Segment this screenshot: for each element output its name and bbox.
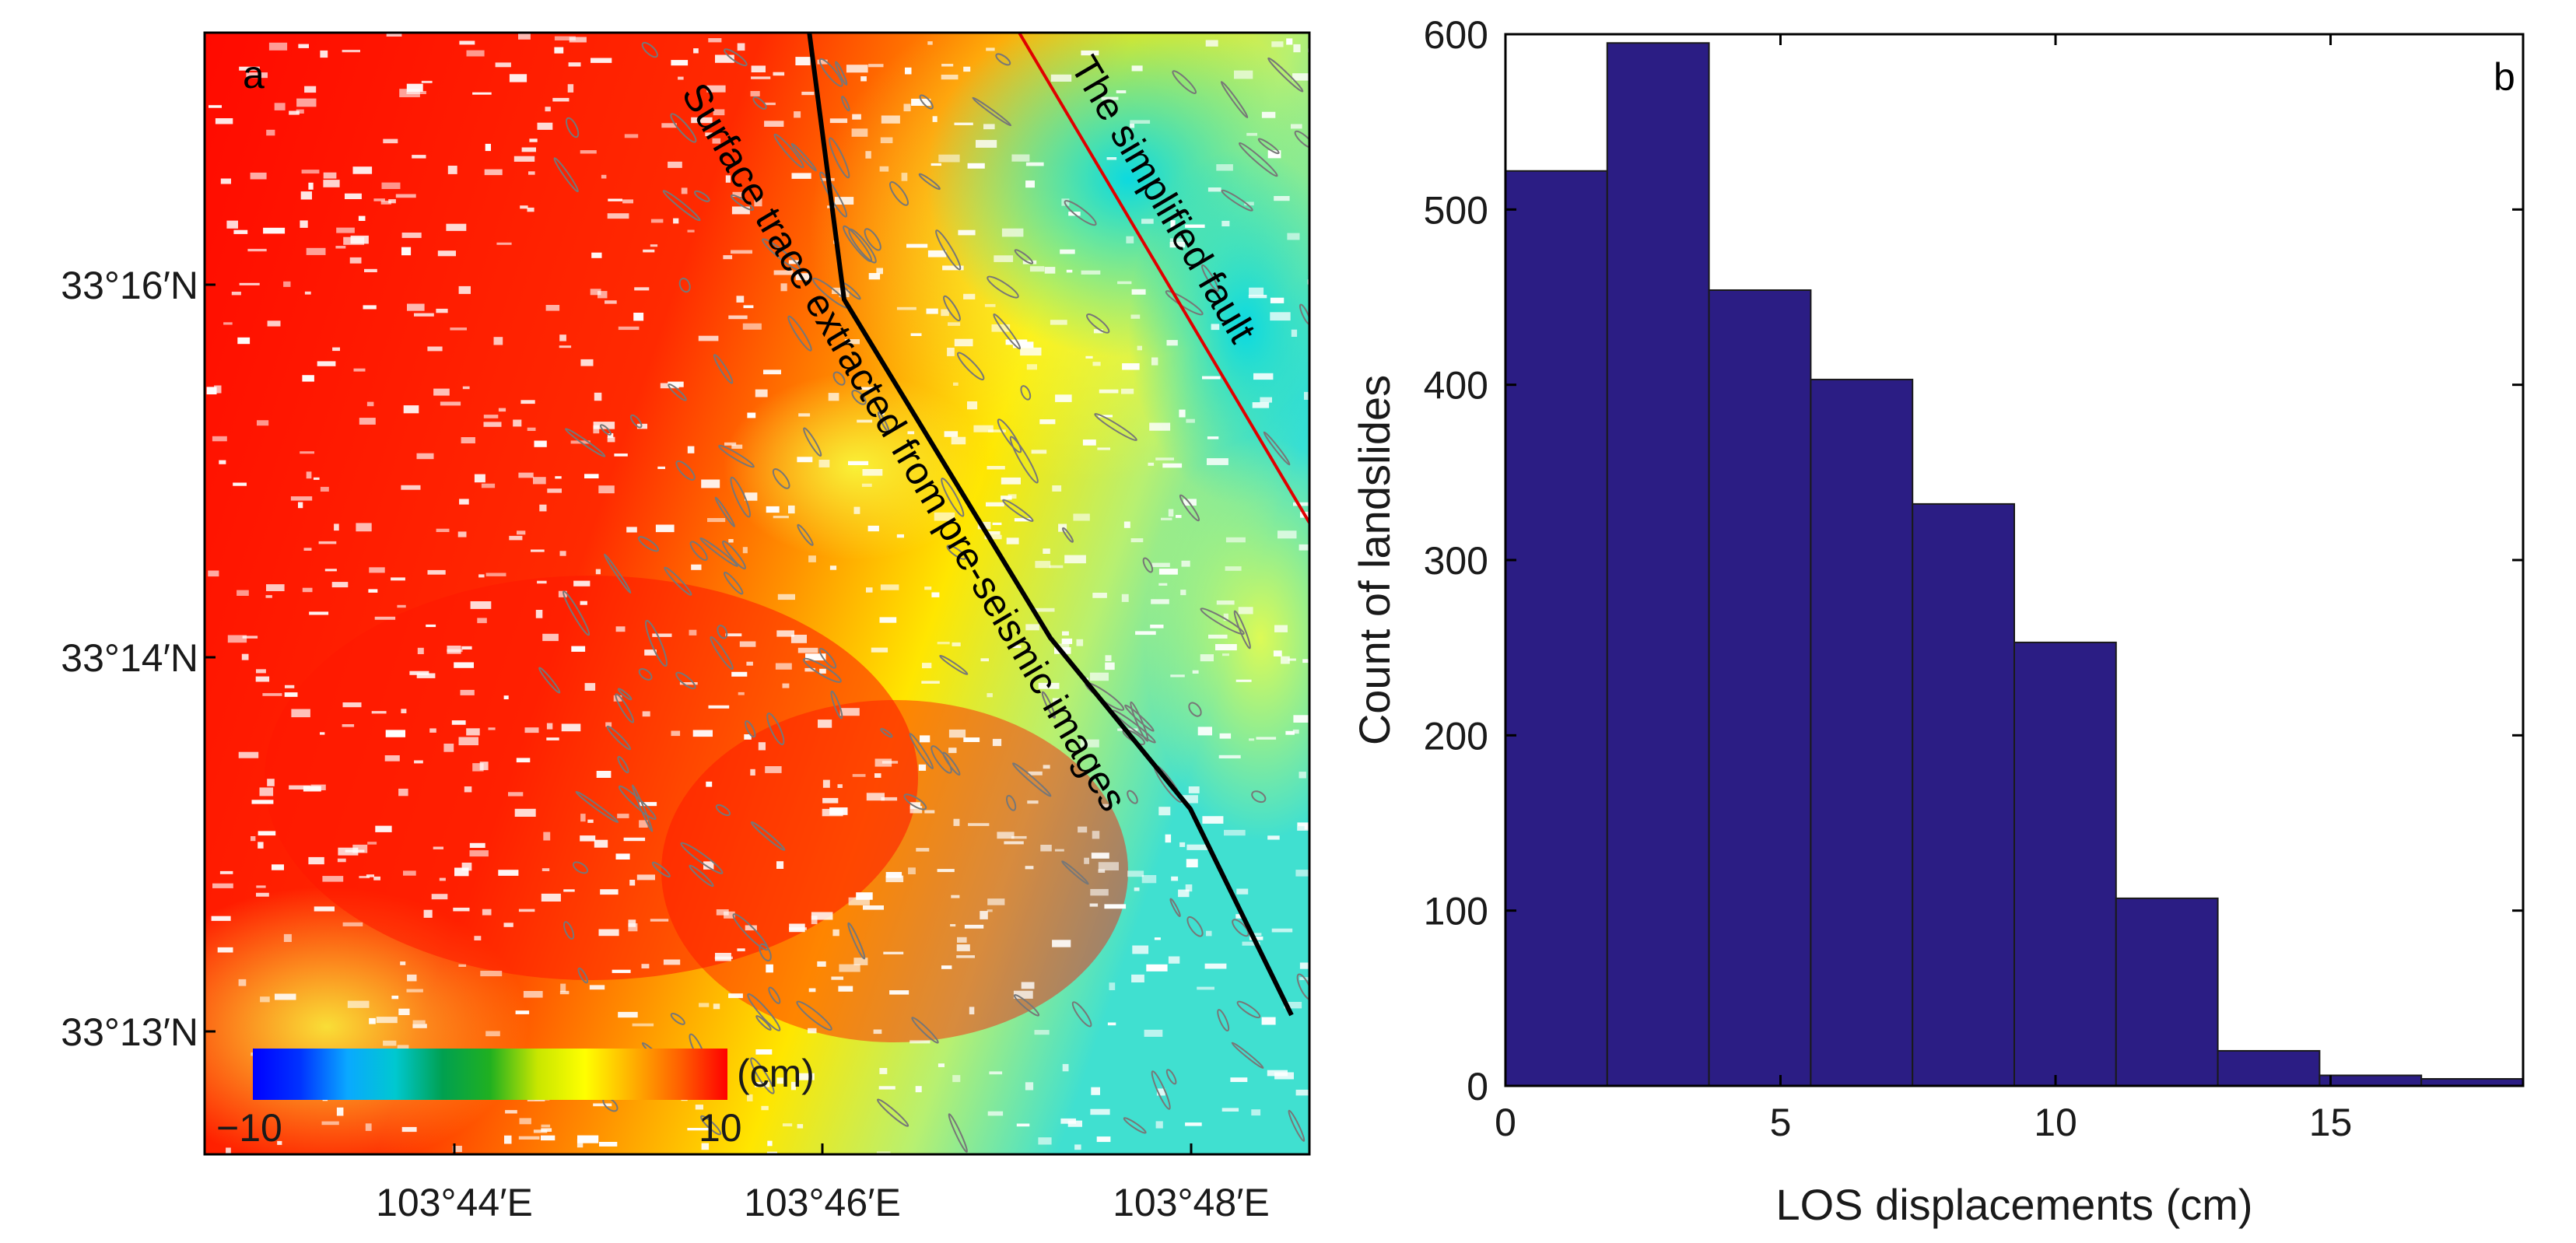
colorbar-min-label: −10 [216,1106,282,1150]
map-y-axis: 33°16′N 33°14′N 33°13′N [61,264,216,1054]
x-axis-label: LOS displacements (cm) [1775,1180,2252,1229]
no-data-speckles [206,33,1309,1154]
map-x-tick-label: 103°46′E [744,1181,901,1224]
y-tick-label: 500 [1424,188,1488,232]
histogram-bar [2217,1049,2321,1087]
histogram-bar [2115,897,2219,1087]
x-tick-label: 15 [2309,1101,2353,1144]
map-x-axis: 103°44′E 103°46′E 103°48′E [376,1143,1270,1224]
x-tick-label: 5 [1770,1101,1792,1144]
map-y-tick-label: 33°13′N [61,1010,198,1054]
simplified-fault-line [1018,33,1309,524]
map-panel: Surface trace extracted from pre-seismic… [61,31,1311,1224]
y-tick-label: 400 [1424,364,1488,408]
x-tick-label: 0 [1495,1101,1516,1144]
histogram-bar [1912,502,2015,1087]
displacement-map: Surface trace extracted from pre-seismic… [205,33,1309,1154]
histogram-panel: 0 5 10 15 0 100 200 300 400 500 600 b LOS displac… [1350,13,2525,1229]
x-tick-label: 10 [2034,1101,2077,1144]
x-axis: 0 5 10 15 [1495,34,2352,1144]
y-axis-label: Count of landslides [1350,375,1399,745]
histogram-bar [1708,289,1812,1087]
colorbar-max-label: 10 [699,1106,742,1150]
y-tick-label: 0 [1467,1065,1488,1108]
map-x-tick-label: 103°48′E [1113,1181,1270,1224]
histogram-bar [1606,42,1710,1087]
panel-b-label: b [2494,55,2515,99]
histogram-bar [2013,641,2117,1087]
map-x-tick-label: 103°44′E [376,1181,533,1224]
y-tick-label: 100 [1424,890,1488,933]
map-y-tick-label: 33°16′N [61,264,198,307]
map-y-tick-label: 33°14′N [61,636,198,680]
histogram-bar [1810,378,1914,1087]
histogram-bar [1505,170,1608,1087]
y-tick-label: 600 [1424,13,1488,57]
panel-a-label: a [243,53,265,96]
histogram-bar [2318,1074,2423,1087]
y-axis: 0 100 200 300 400 500 600 [1424,13,2523,1108]
histogram-bars [1505,42,2524,1087]
y-tick-label: 300 [1424,539,1488,583]
colorbar-unit: (cm) [737,1052,815,1095]
surface-trace-line [807,33,1294,1017]
colorbar [253,1049,727,1100]
map-frame [203,31,1311,1156]
y-tick-label: 200 [1424,714,1488,758]
